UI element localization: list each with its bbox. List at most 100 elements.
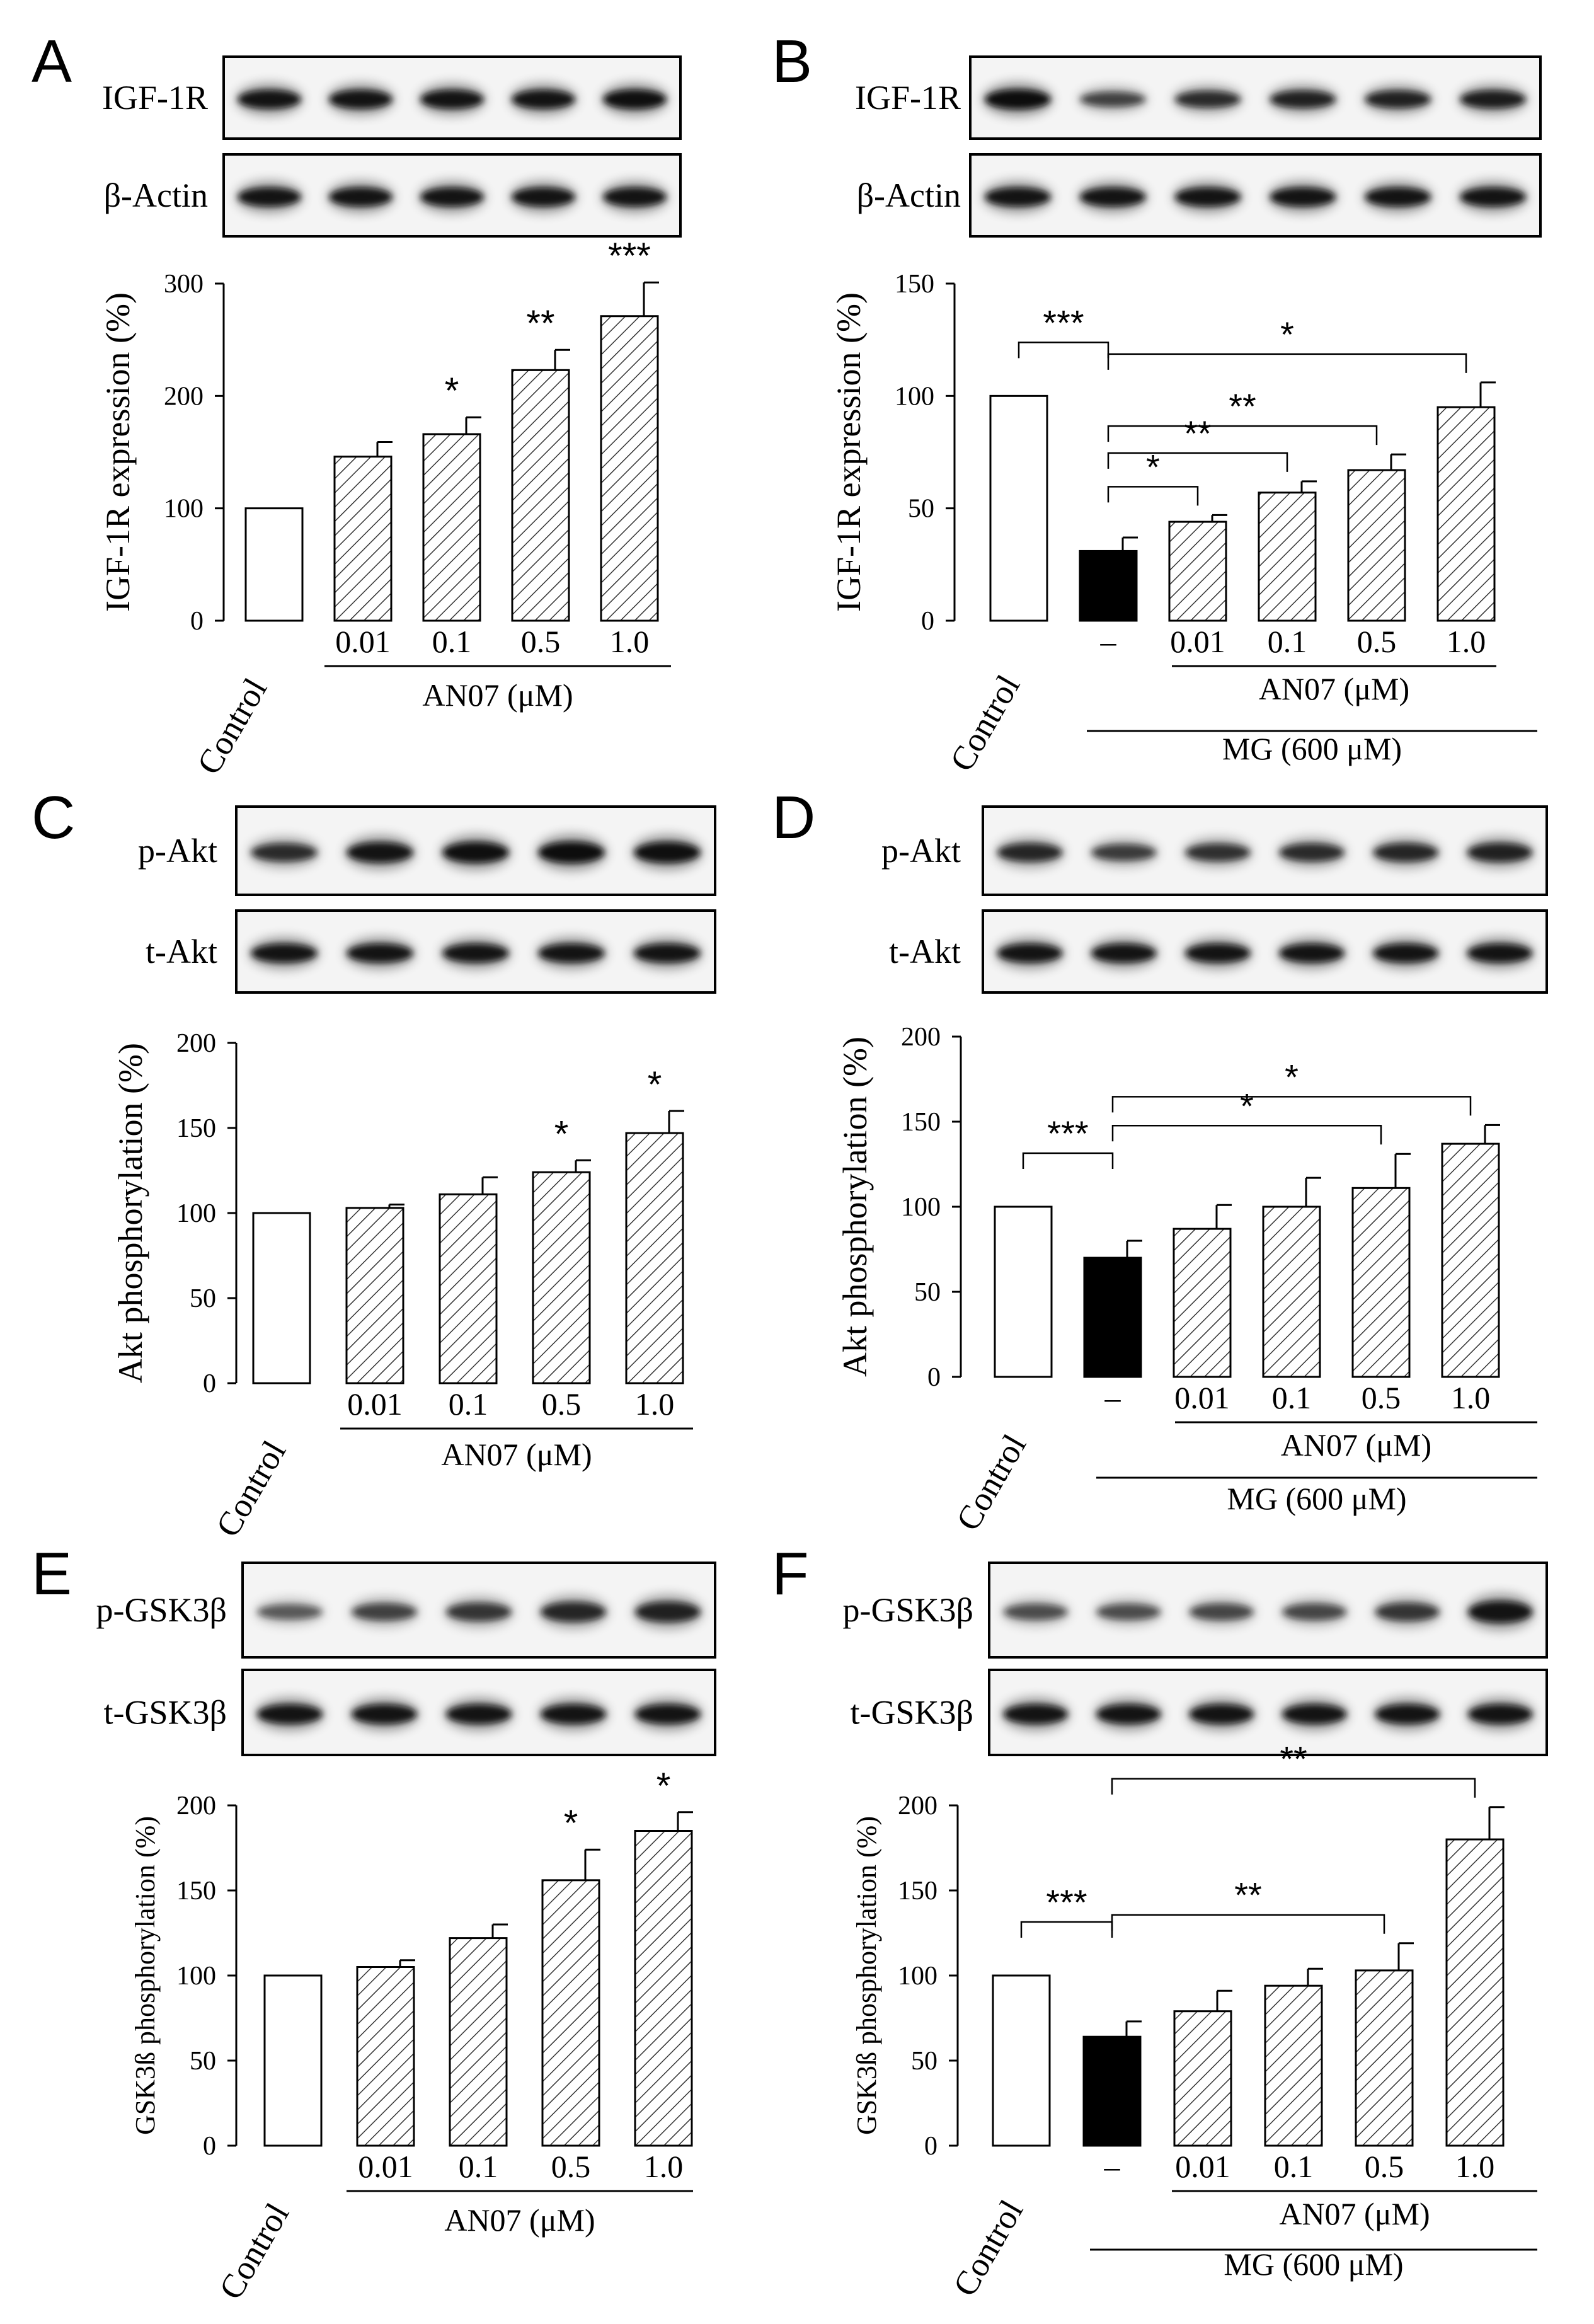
blot-band [1185, 944, 1250, 963]
y-tick-label: 0 [921, 607, 934, 636]
blot-band [1365, 91, 1431, 108]
bracket-label: ** [1229, 386, 1256, 426]
y-tick-label: 200 [898, 1792, 937, 1821]
bar-3: * [532, 1113, 591, 1384]
blot-strip-top: p-Akt [881, 805, 1548, 896]
bar-5 [1436, 381, 1496, 622]
group-label: AN07 (μM) [1259, 671, 1409, 706]
blot-band [329, 188, 393, 207]
bar-rect [1445, 1838, 1505, 2147]
bar-3: * [541, 1803, 600, 2147]
y-tick-label: 150 [176, 1114, 216, 1143]
bar-rect [994, 1205, 1053, 1378]
blot-band [541, 1602, 606, 1622]
x-tick-label: 1.0 [1447, 624, 1486, 659]
bar-rect [1173, 1228, 1232, 1378]
blot-band [1080, 91, 1145, 107]
blot-frame [982, 909, 1548, 994]
x-tick-label: 1.0 [635, 1386, 675, 1422]
bar-0 [992, 1974, 1051, 2147]
x-tick-label: – [1104, 1380, 1121, 1415]
blot-label: p-GSK3β [96, 1591, 227, 1629]
x-tick-label: – [1104, 2149, 1121, 2184]
blot-strip-top: IGF-1R [102, 55, 682, 140]
blot-band [1373, 944, 1438, 963]
bracket-line [1111, 1096, 1472, 1116]
bar-1 [333, 440, 393, 622]
blot-frame [982, 805, 1548, 896]
blot-band [539, 842, 604, 863]
x-tick-label: 0.01 [347, 1386, 403, 1422]
y-tick-label: 50 [190, 1284, 216, 1313]
bar-1 [1079, 536, 1138, 622]
blot-label: t-GSK3β [104, 1694, 227, 1732]
significance-bracket: * [1107, 314, 1467, 373]
x-tick-label: 0.5 [1365, 2149, 1404, 2184]
bar-rect [600, 315, 659, 622]
y-tick-label: 100 [176, 1962, 216, 1991]
blot-strip-bottom: β-Actin [857, 153, 1542, 238]
significance-bracket: * [1107, 447, 1199, 506]
mg-label: MG (600 μM) [1222, 731, 1402, 766]
x-tick-label-control: Control [190, 672, 274, 781]
blot-band [443, 944, 508, 963]
bar-1 [1083, 1240, 1142, 1378]
blot-label: β-Actin [104, 176, 208, 214]
bracket-label: * [1240, 1086, 1254, 1125]
panel-letter: A [32, 28, 72, 95]
bar-rect [422, 433, 481, 622]
y-tick-label: 200 [164, 382, 204, 411]
blot-band [446, 1705, 512, 1724]
bracket-line [1111, 1778, 1476, 1798]
significance-bracket: * [1111, 1057, 1472, 1116]
x-tick-label: 0.5 [521, 624, 561, 659]
group-label: AN07 (μM) [444, 2202, 595, 2238]
blot-band [1096, 1604, 1161, 1620]
bar-4: * [625, 1064, 684, 1384]
bar-4 [1347, 453, 1406, 622]
bar-rect [1173, 2010, 1232, 2147]
x-tick-label: 0.1 [1272, 1380, 1312, 1415]
panel-a: A IGF-1R β-Actin 0 100 200 300 IGF-1R expressio… [32, 28, 682, 781]
x-tick-label: 1.0 [1455, 2149, 1495, 2184]
bar-4 [1351, 1153, 1411, 1378]
x-tick-label: 0.5 [551, 2149, 591, 2184]
blot-strip-bottom: t-Akt [889, 909, 1548, 994]
blot-frame [969, 55, 1542, 140]
x-tick-label: 0.01 [335, 624, 391, 659]
blot-band [1004, 1705, 1068, 1724]
panel-letter: C [32, 784, 75, 851]
bar-rect [1168, 521, 1227, 622]
y-tick-label: 200 [176, 1029, 216, 1058]
bar-5 [1441, 1124, 1500, 1378]
bracket-line [1107, 486, 1199, 506]
x-tick-label: 0.5 [1357, 624, 1397, 659]
blot-label: p-Akt [881, 832, 961, 870]
blot-strip-bottom: t-Akt [146, 909, 716, 994]
blot-band [541, 1705, 606, 1724]
blot-band [512, 188, 575, 207]
y-tick-label: 100 [901, 1193, 941, 1222]
y-tick-label: 100 [898, 1962, 937, 1991]
bar-0 [989, 394, 1048, 622]
blot-band [347, 843, 413, 863]
blot-band [512, 90, 575, 109]
bar-0 [252, 1212, 311, 1384]
significance-label: * [564, 1803, 578, 1844]
blot-band [1467, 843, 1532, 862]
x-tick-label: – [1100, 624, 1117, 659]
blot-band [1190, 1705, 1254, 1724]
bar-2 [449, 1923, 508, 2147]
y-tick-label: 0 [190, 607, 204, 636]
bar-1 [1082, 2020, 1142, 2147]
y-tick-label: 150 [901, 1108, 941, 1137]
bracket-label: * [1285, 1057, 1299, 1096]
significance-label: * [445, 371, 459, 411]
x-tick-label: 0.01 [1175, 2149, 1230, 2184]
significance-bracket: *** [1020, 1882, 1113, 1938]
bracket-label: ** [1184, 413, 1212, 453]
blot-band [1282, 1603, 1346, 1621]
